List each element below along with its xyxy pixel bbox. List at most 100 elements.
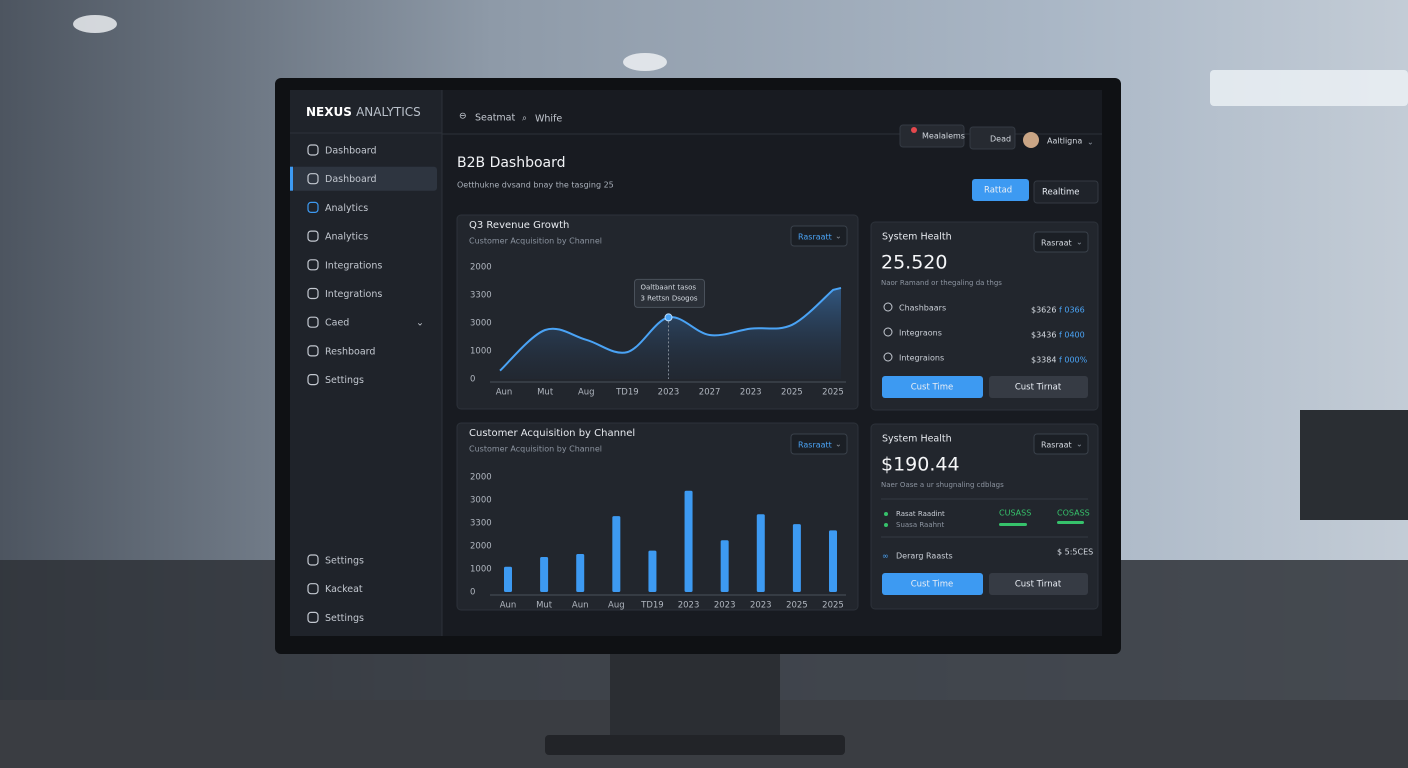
status-dot — [884, 523, 888, 527]
row-value: CUSASS — [999, 509, 1031, 518]
y-tick-label: 3000 — [470, 319, 492, 329]
status-bar — [999, 523, 1027, 526]
primary-button[interactable] — [882, 376, 983, 398]
menu-icon — [307, 287, 319, 300]
row-value: $3626 — [1031, 306, 1056, 315]
menu-icon — [307, 316, 319, 328]
search[interactable]: Seatmat — [475, 113, 515, 124]
dropdown[interactable] — [1033, 433, 1089, 455]
row-value: $3436 — [1031, 331, 1056, 340]
row-icon — [883, 352, 893, 362]
dropdown[interactable] — [790, 225, 848, 247]
x-tick-label: 2025 — [822, 388, 844, 398]
sidebar-menu: Dashboard Dashboard Analytics Analytics Inte… — [290, 144, 437, 624]
row-label: Derarg Raasts — [896, 552, 953, 561]
primary-button-label: Cust Time — [911, 580, 954, 590]
ceiling-light — [1210, 70, 1408, 106]
x-tick-label: 2023 — [658, 388, 680, 398]
row-label: Chashbaars — [899, 304, 946, 313]
row-icon — [883, 327, 893, 337]
x-tick-label: TD19 — [615, 388, 639, 398]
row-value: $3384 — [1031, 356, 1056, 365]
dropdown-caret: ⌄ — [835, 232, 842, 241]
secondary-button[interactable] — [989, 573, 1088, 595]
menu-icon — [307, 345, 319, 357]
monitor-base — [545, 735, 845, 755]
page-subtitle: Oetthukne dvsand bnay the tasging 25 — [457, 181, 614, 190]
menu-item[interactable]: Reshboard — [325, 346, 375, 357]
bar — [576, 554, 585, 592]
dropdown-label: Rasraat — [1041, 441, 1072, 450]
secondary-button-label: Realtime — [1042, 188, 1080, 198]
y-tick-label: 0 — [470, 375, 475, 385]
top-button[interactable] — [969, 126, 1016, 150]
card-title: System Health — [882, 232, 952, 243]
y-tick-label: 3000 — [470, 496, 492, 506]
menu-item[interactable]: Settings — [325, 556, 364, 567]
dropdown-caret: ⌄ — [1076, 238, 1083, 247]
ceiling-light — [623, 53, 667, 71]
card — [870, 423, 1099, 610]
status-bar — [1057, 521, 1084, 524]
brand: NEXUS ANALYTICS — [306, 105, 421, 119]
menu-icon — [307, 201, 319, 213]
menu-item[interactable]: Kackeat — [325, 584, 363, 595]
tooltip-text: 3 Rettsn Dsogos — [641, 294, 698, 302]
bar — [756, 514, 765, 592]
dropdown-caret: ⌄ — [835, 440, 842, 449]
bar — [792, 524, 801, 592]
card-subtitle: Customer Acquisition by Channel — [469, 445, 602, 454]
secondary-button[interactable] — [989, 376, 1088, 398]
dropdown[interactable] — [790, 433, 848, 455]
secondary-button[interactable] — [1033, 180, 1099, 204]
card-title: System Health — [882, 434, 952, 445]
metric: 25.520 — [881, 252, 947, 274]
search-icon: ⊖ — [459, 112, 467, 122]
menu-item[interactable]: Caed — [325, 318, 349, 329]
health-card: System Health Rasraat ⌄ 25.520 Naor Ramand o… — [870, 221, 1099, 411]
x-tick-label: 2027 — [699, 388, 721, 398]
row-label: Rasat Raadint — [896, 510, 945, 518]
menu-item[interactable]: Analytics — [325, 203, 368, 214]
row-change: f 0400 — [1059, 331, 1085, 340]
row-icon — [883, 302, 893, 312]
metric: $190.44 — [881, 454, 960, 476]
avatar — [1023, 132, 1039, 148]
y-tick-label: 3300 — [470, 291, 492, 301]
menu-icon — [307, 374, 319, 386]
notification-dot — [911, 127, 917, 133]
menu-item[interactable]: Settings — [325, 375, 364, 386]
row-value: $ 5:5CES — [1057, 548, 1093, 557]
menu-item[interactable]: Settings — [325, 613, 364, 624]
row-label: Integraions — [899, 354, 944, 363]
primary-button[interactable] — [972, 179, 1029, 201]
y-tick-label: 2000 — [470, 542, 492, 552]
ceiling-light — [73, 15, 117, 33]
row-value: COSASS — [1057, 509, 1090, 518]
x-tick-label: Mut — [537, 388, 554, 398]
x-tick-label: Aug — [578, 388, 595, 398]
card-subtitle: Customer Acquisition by Channel — [469, 237, 602, 246]
user-name[interactable]: Aaltligna — [1047, 137, 1082, 146]
x-tick-label: 2023 — [714, 601, 736, 611]
x-tick-label: Aun — [496, 388, 513, 398]
menu-item[interactable]: Analytics — [325, 232, 368, 243]
bar — [720, 540, 729, 592]
x-tick-label: 2025 — [822, 601, 844, 611]
menu-item[interactable]: Integrations — [325, 289, 382, 300]
x-tick-label: Aun — [500, 601, 517, 611]
primary-button[interactable] — [882, 573, 983, 595]
filter[interactable]: Whife — [535, 114, 562, 125]
y-tick-label: 1000 — [470, 347, 492, 357]
menu-icon — [307, 230, 319, 242]
dropdown[interactable] — [1033, 231, 1089, 253]
menu-item[interactable]: Dashboard — [325, 146, 377, 157]
secondary-button-label: Cust Tirnat — [1015, 580, 1062, 590]
active-item-bg — [292, 166, 437, 191]
menu-item[interactable]: Dashboard — [325, 174, 377, 185]
y-tick-label: 2000 — [470, 473, 492, 483]
health-card: System Health Rasraat ⌄ $190.44 Naer Oase a … — [870, 423, 1099, 610]
menu-item[interactable]: Integrations — [325, 260, 382, 271]
x-tick-label: Mut — [536, 601, 553, 611]
